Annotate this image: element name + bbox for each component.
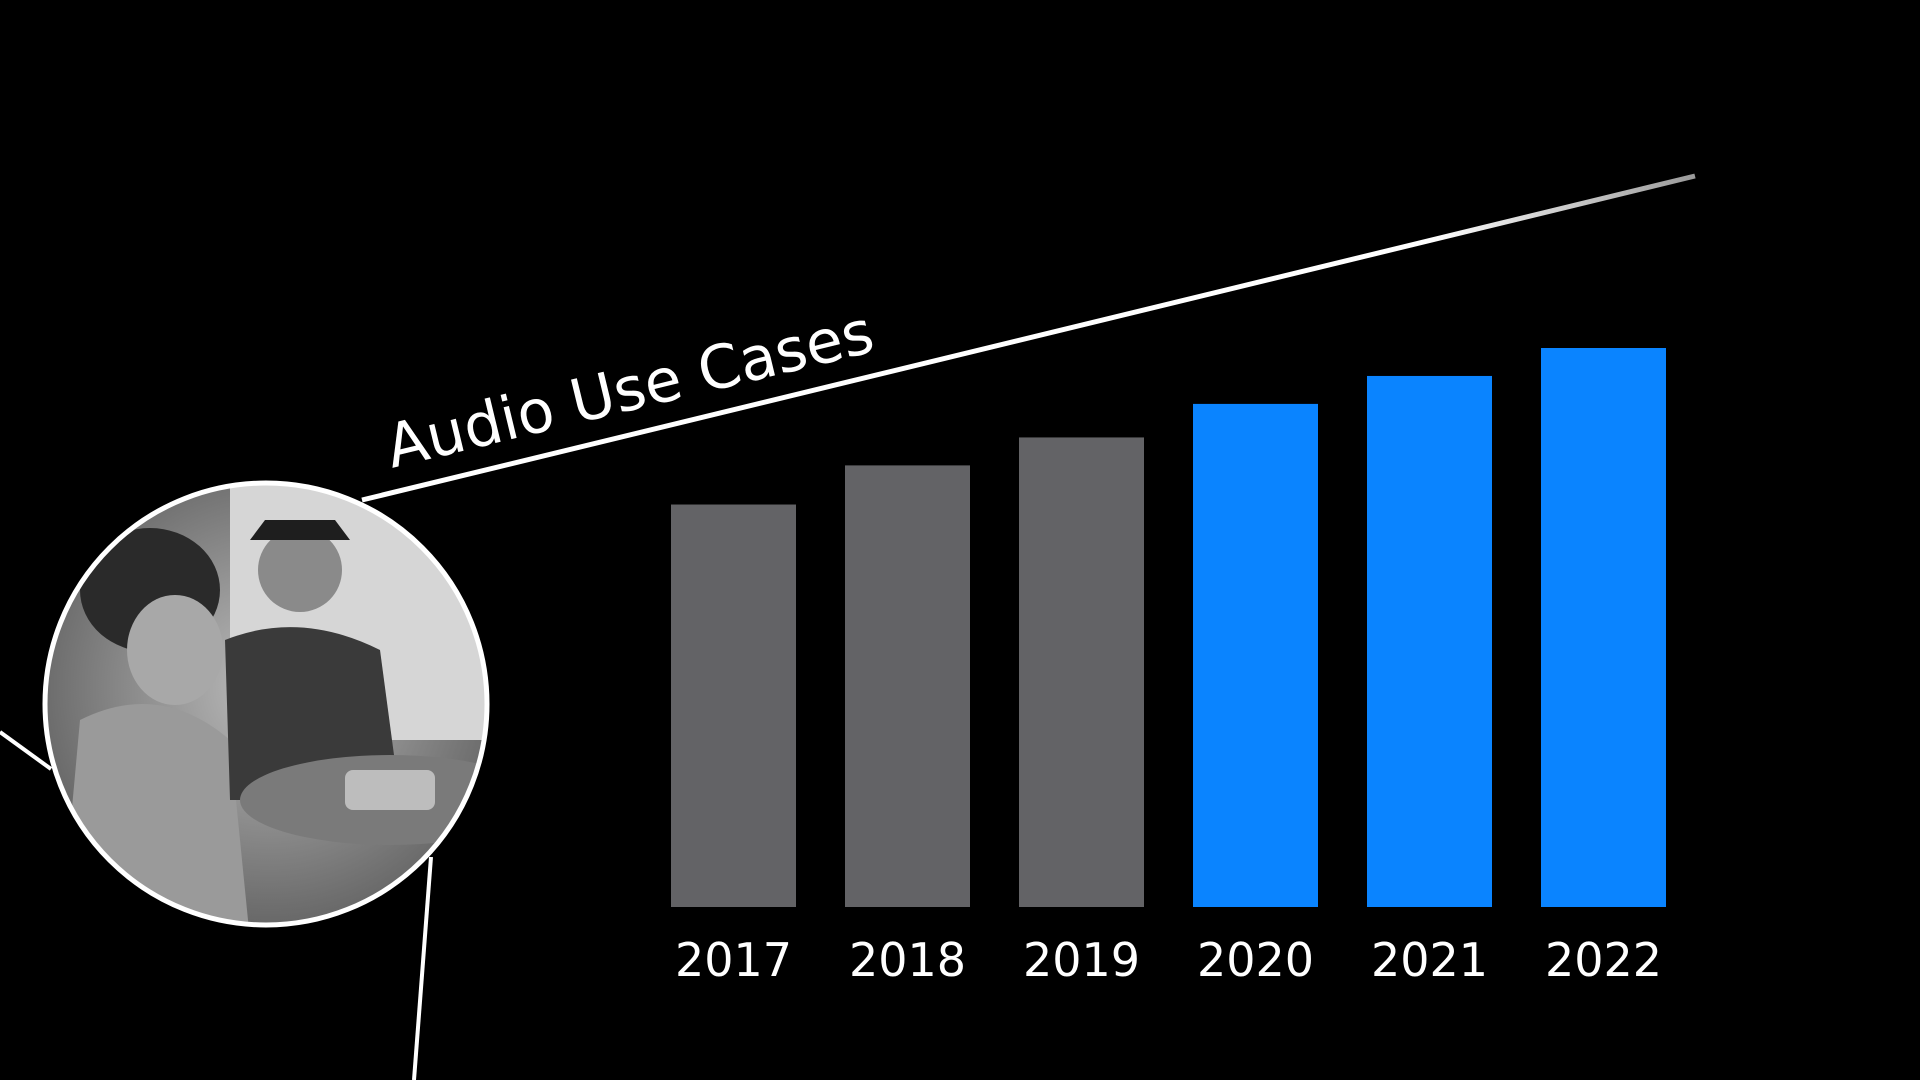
x-tick-label: 2022 [1545, 933, 1662, 987]
bar-2019 [1019, 437, 1144, 907]
bar-2018 [845, 465, 970, 907]
connector-line-bottom [412, 856, 433, 1080]
x-tick-label: 2018 [849, 933, 966, 987]
x-tick-labels: 2017 2018 2019 2020 2021 2022 [675, 933, 1662, 987]
bar-2021 [1367, 375, 1492, 907]
x-tick-label: 2020 [1197, 933, 1314, 987]
x-tick-label: 2021 [1371, 933, 1488, 987]
x-tick-label: 2019 [1023, 933, 1140, 987]
photo-circle [42, 480, 490, 928]
trend-line [361, 173, 1696, 503]
connector-line-left [0, 730, 53, 771]
bar-2022 [1541, 348, 1666, 907]
bar-2017 [671, 504, 796, 907]
bars-group [671, 348, 1666, 907]
bar-2020 [1193, 403, 1318, 907]
x-tick-label: 2017 [675, 933, 792, 987]
